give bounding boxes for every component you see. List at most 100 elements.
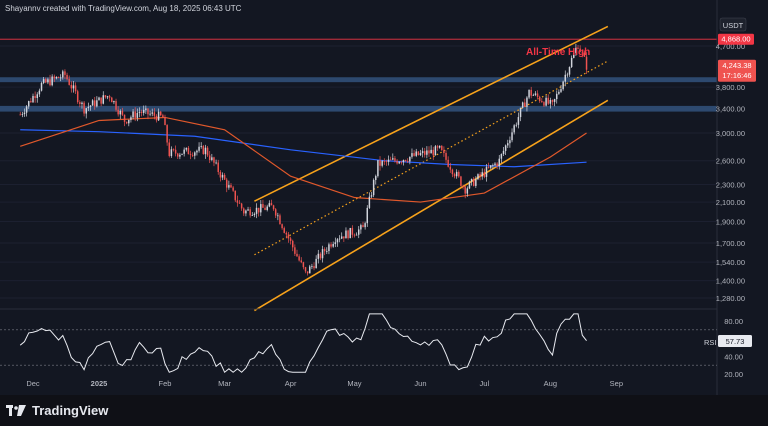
candle-body	[536, 93, 539, 97]
candle-body	[379, 160, 381, 166]
candle-body	[23, 112, 26, 115]
current-price-tag: 4,243.38 17:16:46	[718, 59, 756, 82]
candle-body	[570, 57, 573, 68]
candle-body	[147, 108, 149, 115]
candle-body	[485, 167, 488, 177]
candle-body	[381, 160, 383, 166]
candle-body	[419, 153, 422, 156]
candle-body	[115, 101, 117, 110]
candle-body	[436, 146, 439, 148]
candle-body	[45, 79, 47, 83]
candle-body	[487, 167, 490, 168]
grid	[0, 45, 717, 299]
candle-body	[549, 99, 552, 104]
candle-body	[145, 108, 147, 110]
candle-body	[55, 76, 58, 79]
candle-body	[162, 115, 164, 118]
candle-body	[279, 215, 281, 225]
candle-body	[306, 271, 309, 274]
candle-body	[351, 227, 354, 235]
candle-body	[547, 97, 549, 104]
candle-body	[551, 99, 554, 102]
candle-body	[51, 76, 53, 86]
candle-body	[475, 179, 477, 186]
resistance-zone	[0, 105, 717, 112]
candle-body	[185, 147, 188, 150]
currency-tag: USDT	[719, 17, 747, 32]
candle-body	[296, 253, 298, 257]
candle-body	[338, 238, 341, 240]
candle-body	[394, 158, 396, 161]
candle-body	[27, 101, 30, 107]
candle-body	[198, 146, 200, 151]
candle-body	[113, 101, 115, 103]
candle-body	[25, 106, 28, 113]
candle-body	[366, 207, 369, 224]
candle-body	[206, 147, 209, 156]
candle-body	[249, 209, 251, 216]
candle-body	[521, 102, 524, 108]
candle-body	[464, 186, 466, 194]
candle-body	[426, 150, 428, 155]
candle-body	[411, 153, 413, 157]
candle-body	[398, 161, 400, 164]
candle-body	[534, 93, 537, 95]
candle-body	[489, 165, 492, 168]
candle-body	[304, 267, 307, 272]
candle-body	[49, 79, 51, 86]
candle-body	[219, 172, 222, 178]
tradingview-logo-icon	[6, 404, 26, 416]
candle-body	[213, 157, 215, 163]
countdown-label: 17:16:46	[722, 71, 751, 80]
candle-body	[372, 179, 375, 196]
chart-canvas[interactable]: All-Time High 4,700.00 3,800.00 3,400.00 3,…	[0, 0, 768, 395]
candle-body	[458, 171, 460, 177]
candle-body	[562, 81, 564, 90]
candle-body	[438, 145, 441, 148]
candle-body	[274, 209, 277, 216]
candle-body	[47, 79, 49, 83]
time-axis[interactable]: Dec 2025 Feb Mar Apr May Jun Jul Aug Sep	[26, 379, 623, 388]
candle-body	[421, 151, 424, 154]
candle-body	[517, 117, 520, 125]
candle-body	[255, 207, 258, 214]
candle-body	[138, 112, 141, 113]
candle-body	[42, 79, 45, 83]
candle-body	[370, 195, 373, 197]
candle-body	[19, 114, 21, 116]
candle-body	[498, 158, 501, 166]
price-tick-label: 1,540.00	[716, 258, 745, 267]
candle-body	[504, 145, 507, 151]
rsi-value-tag: RSI 57.73	[704, 335, 752, 347]
ath-price-label: 4,868.00	[721, 35, 750, 44]
price-tick-label: 1,900.00	[716, 217, 745, 226]
candle-body	[21, 114, 24, 115]
time-tick-label: Jul	[480, 379, 490, 388]
candle-body	[289, 238, 292, 241]
candle-body	[208, 155, 211, 161]
candle-body	[168, 142, 171, 156]
candle-body	[496, 163, 498, 166]
candle-body	[396, 160, 398, 164]
candle-body	[502, 150, 505, 154]
ath-price-tag: 4,868.00	[718, 33, 754, 45]
candle-body	[507, 143, 509, 146]
rsi-value-label: 57.73	[726, 337, 745, 346]
candle-body	[223, 174, 226, 180]
candle-body	[217, 162, 219, 173]
candle-body	[462, 185, 464, 187]
candle-body	[151, 112, 153, 114]
candle-body	[106, 96, 109, 98]
candle-body	[313, 266, 315, 269]
price-tick-label: 3,000.00	[716, 129, 745, 138]
candle-body	[174, 149, 177, 154]
candle-body	[577, 47, 579, 49]
candle-body	[130, 117, 132, 120]
candle-body	[362, 225, 364, 228]
tradingview-logo[interactable]: TradingView	[6, 403, 108, 418]
candle-body	[179, 154, 181, 157]
candle-body	[125, 121, 128, 124]
candle-body	[298, 256, 300, 261]
candle-body	[98, 97, 100, 101]
candle-body	[202, 145, 205, 155]
